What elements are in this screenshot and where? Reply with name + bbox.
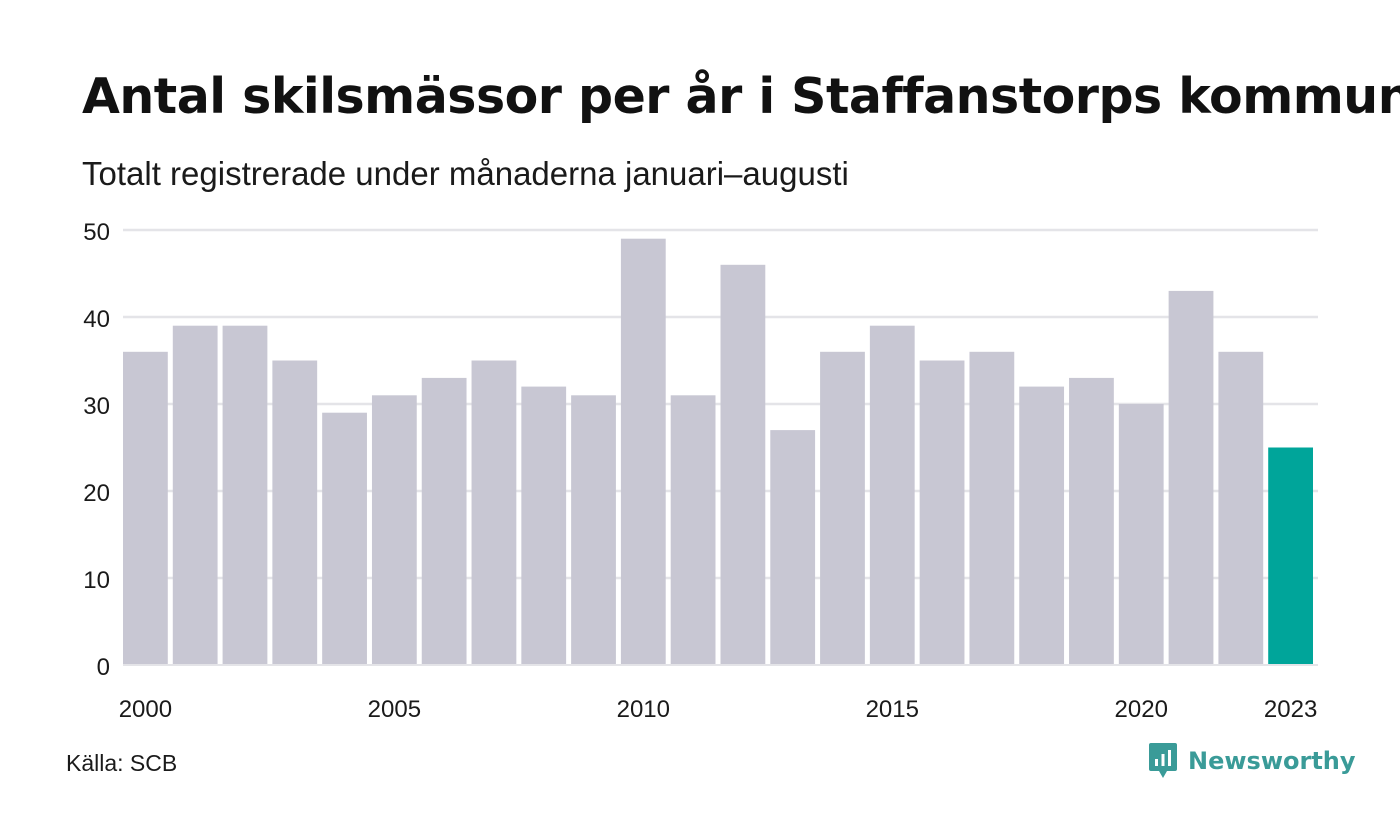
bar-2001: [172, 325, 218, 665]
brand: Newsworthy: [1148, 742, 1356, 780]
bar-2007: [471, 360, 517, 665]
bar-2014: [820, 351, 865, 665]
x-tick-label: 2020: [1115, 696, 1168, 723]
bar-2000: [123, 351, 168, 665]
y-tick-label: 40: [83, 306, 110, 333]
bar-2020: [1118, 404, 1164, 665]
x-tick-label: 2015: [866, 696, 919, 723]
y-tick-label: 10: [83, 567, 110, 594]
bar-2016: [919, 360, 965, 665]
bar-2003: [272, 360, 318, 665]
bar-2010: [620, 238, 666, 665]
bar-2004: [322, 412, 367, 665]
bar-2009: [571, 395, 616, 665]
bar-2011: [670, 395, 716, 665]
bar-2018: [1019, 386, 1065, 665]
bar-2019: [1069, 377, 1114, 665]
x-tick-label: 2000: [119, 696, 172, 723]
bar-2006: [421, 377, 467, 665]
bar-2015: [869, 325, 915, 665]
y-tick-label: 0: [97, 654, 110, 681]
bar-2023: [1268, 447, 1313, 665]
bar-2005: [371, 395, 417, 665]
y-tick-label: 30: [83, 393, 110, 420]
newsworthy-logo-icon: [1149, 743, 1177, 778]
bar-2021: [1168, 290, 1214, 665]
bar-2017: [969, 351, 1015, 665]
bar-2008: [521, 386, 567, 665]
bar-2002: [222, 325, 268, 665]
brand-name: Newsworthy: [1188, 747, 1356, 775]
chart-subtitle: Totalt registrerade under månaderna janu…: [82, 155, 849, 192]
y-tick-label: 20: [83, 480, 110, 507]
bar-2022: [1218, 351, 1264, 665]
bar-2013: [770, 430, 816, 665]
bar-2012: [720, 264, 766, 665]
x-tick-label: 2023: [1264, 696, 1317, 723]
x-tick-label: 2010: [617, 696, 670, 723]
y-tick-label: 50: [83, 219, 110, 246]
source-note: Källa: SCB: [66, 750, 178, 776]
x-tick-label: 2005: [368, 696, 421, 723]
chart-title: Antal skilsmässor per år i Staffanstorps…: [82, 68, 1400, 125]
